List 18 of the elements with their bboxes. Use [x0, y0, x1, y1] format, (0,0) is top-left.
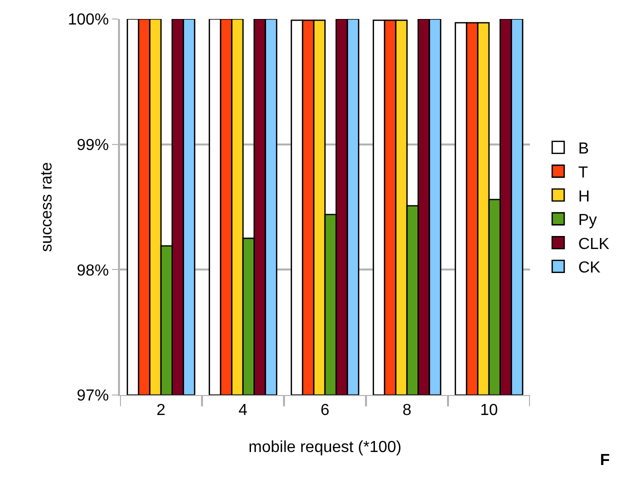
legend-label: T — [578, 164, 588, 182]
legend-label: Py — [578, 212, 597, 230]
x-tick-label: 8 — [402, 402, 412, 420]
y-axis-title: success rate — [38, 162, 56, 252]
legend-label: H — [578, 188, 590, 206]
text: F — [600, 452, 610, 469]
legend-label: CLK — [578, 236, 610, 253]
y-tick-label: 100% — [68, 12, 109, 29]
x-axis-title: mobile request (*100) — [248, 438, 402, 456]
y-tick-label: 98% — [76, 262, 109, 280]
x-tick-label: 2 — [156, 402, 166, 420]
x-tick-label: 10 — [480, 402, 498, 420]
x-tick-label: 4 — [238, 402, 248, 420]
legend-label: CK — [578, 260, 601, 277]
y-tick-label: 99% — [76, 136, 109, 154]
y-tick-label: 97% — [76, 388, 109, 405]
x-tick-label: 6 — [320, 402, 330, 420]
legend-label: B — [578, 140, 589, 158]
